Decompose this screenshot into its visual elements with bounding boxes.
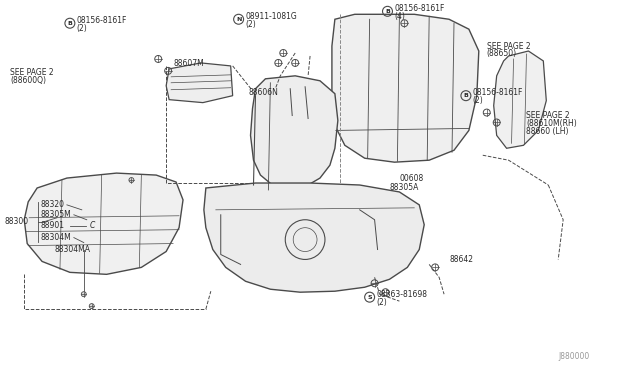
Text: (2): (2) bbox=[376, 298, 387, 307]
Text: 88660 (LH): 88660 (LH) bbox=[527, 127, 569, 136]
Text: 88305A: 88305A bbox=[390, 183, 419, 192]
Text: 08156-8161F: 08156-8161F bbox=[394, 4, 445, 13]
Text: 88304M: 88304M bbox=[40, 233, 71, 242]
Text: (4): (4) bbox=[394, 12, 405, 21]
Text: SEE PAGE 2: SEE PAGE 2 bbox=[487, 42, 531, 51]
Text: B: B bbox=[463, 93, 468, 98]
Polygon shape bbox=[250, 76, 338, 188]
Text: 88901: 88901 bbox=[40, 221, 64, 230]
Polygon shape bbox=[204, 183, 424, 292]
Text: 88304MA: 88304MA bbox=[54, 245, 90, 254]
Text: (2): (2) bbox=[77, 24, 88, 33]
Polygon shape bbox=[24, 173, 183, 274]
Text: J880000: J880000 bbox=[558, 352, 589, 361]
Text: 08156-8161F: 08156-8161F bbox=[77, 16, 127, 25]
Text: SEE PAGE 2: SEE PAGE 2 bbox=[10, 68, 54, 77]
Text: 88305M: 88305M bbox=[40, 210, 71, 219]
Text: 08363-81698: 08363-81698 bbox=[376, 290, 428, 299]
Text: 88300: 88300 bbox=[4, 217, 29, 226]
Text: 88320: 88320 bbox=[40, 201, 64, 209]
Text: C: C bbox=[90, 221, 95, 230]
Text: B: B bbox=[385, 9, 390, 14]
Text: (88650): (88650) bbox=[487, 49, 517, 58]
Text: (88610M(RH): (88610M(RH) bbox=[527, 119, 577, 128]
Text: 88642: 88642 bbox=[449, 255, 473, 264]
Circle shape bbox=[129, 177, 134, 183]
Text: 88607M: 88607M bbox=[173, 60, 204, 68]
Text: 00608: 00608 bbox=[399, 174, 424, 183]
Text: (2): (2) bbox=[246, 20, 256, 29]
Text: 88606N: 88606N bbox=[248, 88, 278, 97]
Text: B: B bbox=[67, 21, 72, 26]
Polygon shape bbox=[493, 51, 547, 148]
Polygon shape bbox=[166, 63, 233, 103]
Polygon shape bbox=[332, 14, 479, 162]
Text: S: S bbox=[367, 295, 372, 300]
Circle shape bbox=[81, 292, 86, 296]
Text: (88600Q): (88600Q) bbox=[10, 76, 46, 85]
Text: 08911-1081G: 08911-1081G bbox=[246, 12, 298, 21]
Text: 08156-8161F: 08156-8161F bbox=[473, 88, 524, 97]
Circle shape bbox=[89, 304, 94, 309]
Text: N: N bbox=[236, 17, 241, 22]
Text: SEE PAGE 2: SEE PAGE 2 bbox=[527, 111, 570, 120]
Text: (2): (2) bbox=[473, 96, 484, 105]
